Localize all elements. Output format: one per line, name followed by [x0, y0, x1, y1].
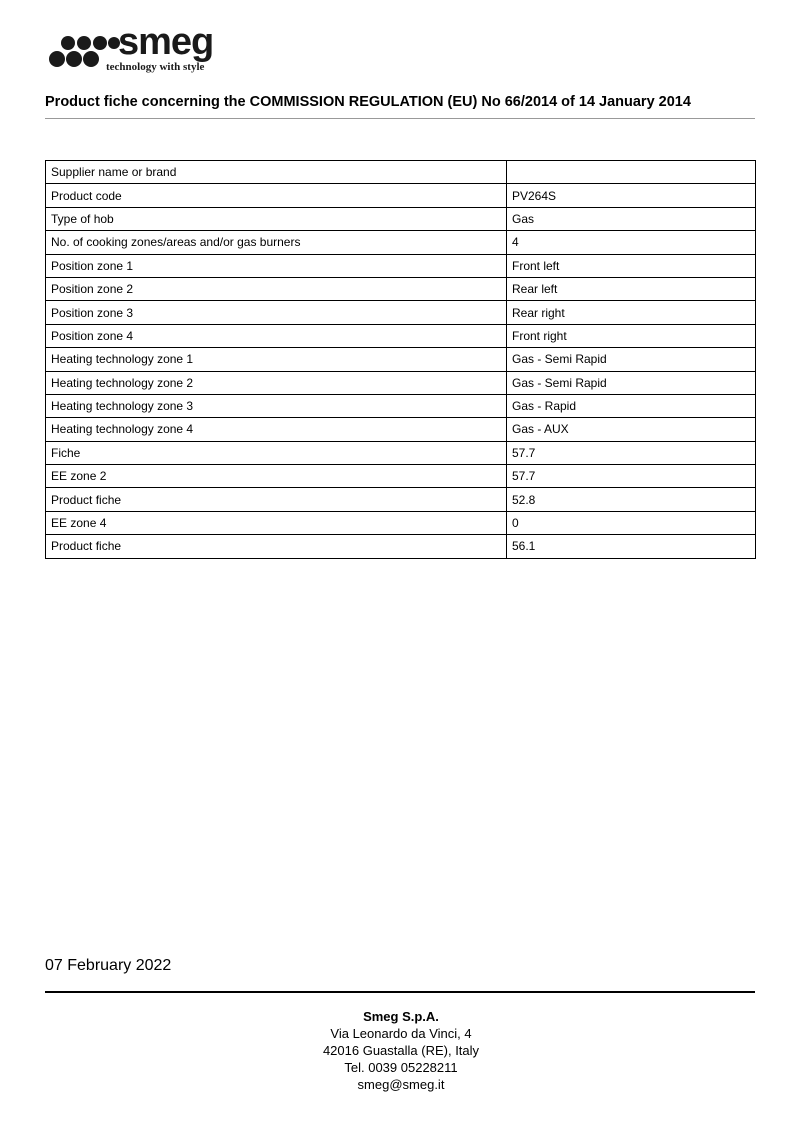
document-date: 07 February 2022 — [45, 957, 172, 974]
row-value: Gas - Semi Rapid — [506, 370, 756, 395]
row-label: Position zone 3 — [45, 300, 507, 325]
row-value: Gas - Semi Rapid — [506, 347, 756, 372]
row-label: EE zone 2 — [45, 464, 507, 489]
email: smeg@smeg.it — [357, 1077, 445, 1092]
table-row: Position zone 4 Front right — [45, 323, 756, 349]
row-value: 57.7 — [506, 440, 756, 466]
row-value: Rear left — [506, 276, 756, 302]
row-value: Gas — [506, 206, 756, 232]
company-name: Smeg S.p.A. — [363, 1009, 439, 1024]
product-fiche-table: Supplier name or brand Product code PV264S… — [45, 159, 756, 559]
row-value: 52.8 — [506, 487, 756, 512]
row-label: No. of cooking zones/areas and/or gas bu… — [45, 230, 507, 255]
page-title: Product fiche concerning the COMMISSION … — [45, 94, 691, 110]
table-row: EE zone 2 57.7 — [45, 464, 756, 489]
svg-text:technology with style: technology with style — [106, 61, 205, 73]
row-value: 0 — [506, 510, 756, 536]
table-row: Heating technology zone 4 Gas - AUX — [45, 417, 756, 442]
table-row: Type of hob Gas — [45, 206, 756, 232]
address-line: Via Leonardo da Vinci, 4 — [330, 1026, 472, 1041]
row-label: Product fiche — [45, 534, 507, 559]
row-label: Type of hob — [45, 206, 507, 232]
row-label: Fiche — [45, 440, 507, 466]
row-value: Gas - Rapid — [506, 393, 756, 419]
row-label: Product fiche — [45, 487, 507, 512]
row-label: Supplier name or brand — [45, 159, 507, 185]
row-label: EE zone 4 — [45, 510, 507, 536]
table-row: Position zone 3 Rear right — [45, 300, 756, 325]
svg-text:smeg: smeg — [118, 26, 213, 63]
table-row: Position zone 1 Front left — [45, 253, 756, 278]
row-value: 56.1 — [506, 534, 756, 559]
smeg-logo: smeg technology with style — [49, 26, 214, 73]
address-line: 42016 Guastalla (RE), Italy — [322, 1043, 480, 1058]
row-label: Position zone 2 — [45, 276, 507, 302]
row-label: Position zone 1 — [45, 253, 507, 278]
divider — [45, 991, 755, 993]
row-label: Heating technology zone 3 — [45, 393, 507, 419]
row-label: Heating technology zone 2 — [45, 370, 507, 395]
table-row: No. of cooking zones/areas and/or gas bu… — [45, 230, 756, 255]
table-row: Heating technology zone 2 Gas - Semi Rapi… — [45, 370, 756, 395]
row-value: 57.7 — [506, 464, 756, 489]
table-row: Fiche 57.7 — [45, 440, 756, 466]
table-row: Product code PV264S — [45, 183, 756, 208]
row-label: Heating technology zone 4 — [45, 417, 507, 442]
table-row: Position zone 2 Rear left — [45, 276, 756, 302]
divider — [45, 118, 755, 119]
table-row: Product fiche 52.8 — [45, 487, 756, 512]
row-value: Gas - AUX — [506, 417, 756, 442]
table-row: Heating technology zone 3 Gas - Rapid — [45, 393, 756, 419]
row-label: Heating technology zone 1 — [45, 347, 507, 372]
row-label: Position zone 4 — [45, 323, 507, 349]
table-row: Heating technology zone 1 Gas - Semi Rapi… — [45, 347, 756, 372]
row-value: Rear right — [506, 300, 756, 325]
phone: Tel. 0039 05228211 — [344, 1060, 458, 1075]
row-value: Front left — [506, 253, 756, 278]
row-value: PV264S — [506, 183, 756, 208]
row-value: Front right — [506, 323, 756, 349]
row-value — [506, 159, 756, 185]
table-row: Product fiche 56.1 — [45, 534, 756, 559]
row-label: Product code — [45, 183, 507, 208]
table-row: Supplier name or brand — [45, 159, 756, 185]
row-value: 4 — [506, 230, 756, 255]
footer: Smeg S.p.A. Via Leonardo da Vinci, 4 420… — [0, 1008, 802, 1093]
